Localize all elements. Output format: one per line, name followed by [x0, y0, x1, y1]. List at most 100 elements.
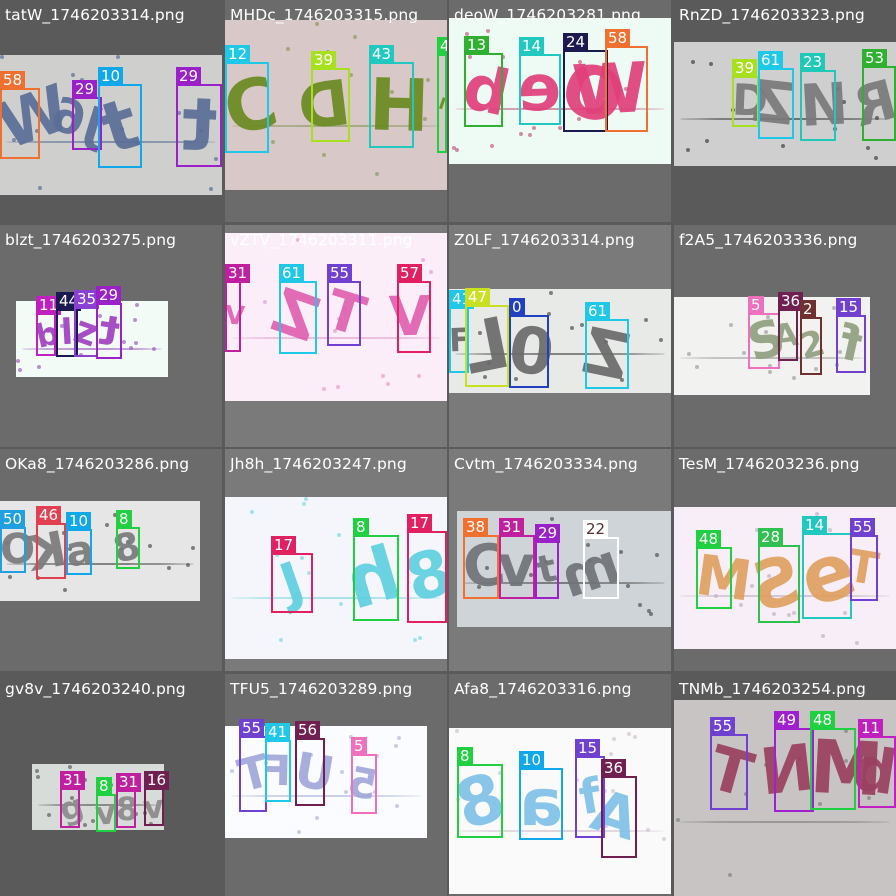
noise-dot — [381, 374, 385, 378]
noise-dot — [483, 375, 487, 379]
tile-filename: deoW_1746203281.png — [454, 6, 641, 24]
noise-dot — [836, 87, 840, 91]
noise-dot — [624, 87, 628, 91]
class-label: 31 — [499, 518, 525, 537]
detection-box: 17 — [407, 514, 447, 623]
noise-dot — [725, 575, 729, 579]
detection-box: 39 — [732, 59, 759, 127]
noise-dot — [781, 144, 785, 148]
detection-box: 31 — [116, 773, 142, 828]
class-label: 39 — [311, 51, 337, 70]
class-label: 36 — [778, 292, 804, 311]
captcha-tile[interactable]: F L 0 Z Z0LF_1746203314.png 41 47 0 61 — [449, 225, 671, 447]
captcha-tile[interactable]: W J6 t t tatW_1746203314.png 58 29 10 29 — [0, 0, 222, 222]
noise-line — [680, 595, 890, 597]
class-label: 8 — [96, 777, 112, 796]
noise-line — [680, 118, 890, 120]
noise-dot — [728, 873, 732, 877]
class-label: 29 — [535, 524, 561, 543]
captcha-tile[interactable]: S A 2 f f2A5_1746203336.png 5 36 2 15 — [674, 225, 896, 447]
noise-dot — [577, 117, 581, 121]
noise-dot — [315, 22, 319, 26]
noise-dot — [514, 377, 518, 381]
noise-dot — [339, 602, 343, 606]
tile-filename: Cvtm_1746203334.png — [454, 455, 638, 473]
captcha-tile[interactable]: D Z N R RnZD_1746203323.png 39 61 23 53 — [674, 0, 896, 222]
tile-filename: gv8v_1746203240.png — [5, 680, 186, 698]
noise-dot — [874, 156, 878, 160]
class-label: 5 — [748, 296, 764, 315]
tile-filename: blzt_1746203275.png — [5, 231, 177, 249]
captcha-tile[interactable]: g v 8 v gv8v_1746203240.png 31 8 31 16 — [0, 674, 222, 896]
captcha-tile[interactable]: b l z t blzt_1746203275.png 11 44 35 29 — [0, 225, 222, 447]
detection-box: 31 — [60, 771, 86, 828]
tile-filename: OKa8_1746203286.png — [5, 455, 190, 473]
detection-box: 5 — [351, 737, 377, 814]
noise-dot — [302, 502, 306, 506]
noise-dot — [122, 340, 126, 344]
noise-line — [680, 821, 890, 823]
tile-filename: TNMb_1746203254.png — [679, 680, 866, 698]
noise-dot — [547, 312, 551, 316]
class-label: 58 — [605, 29, 631, 48]
noise-dot — [787, 613, 791, 617]
noise-dot — [575, 778, 579, 782]
class-label: 8 — [457, 747, 473, 766]
noise-dot — [578, 60, 582, 64]
noise-dot — [135, 303, 139, 307]
detection-box: 10 — [66, 512, 92, 575]
noise-dot — [271, 140, 275, 144]
class-label: 36 — [601, 759, 627, 778]
noise-dot — [764, 763, 768, 767]
noise-dot — [35, 129, 39, 133]
detection-box: 61 — [585, 302, 629, 389]
noise-dot — [767, 574, 771, 578]
class-label: 28 — [758, 528, 784, 547]
class-label: 58 — [0, 71, 26, 90]
class-label: 17 — [407, 514, 433, 533]
detection-box: 57 — [397, 264, 431, 353]
noise-dot — [792, 376, 796, 380]
detection-box: 10 — [98, 67, 142, 168]
noise-dot — [549, 291, 553, 295]
noise-dot — [230, 769, 234, 773]
noise-dot — [46, 329, 50, 333]
class-label: 31 — [225, 264, 251, 283]
noise-dot — [855, 641, 859, 645]
noise-dot — [35, 769, 39, 773]
noise-dot — [792, 611, 796, 615]
class-label: 29 — [96, 286, 122, 305]
noise-dot — [116, 55, 120, 59]
detection-box: 61 — [758, 51, 794, 139]
captcha-tile[interactable]: T F U 5 TFU5_1746203289.png 55 41 56 5 — [225, 674, 447, 896]
class-label: 43 — [369, 45, 395, 64]
noise-dot — [611, 789, 615, 793]
noise-dot — [478, 331, 482, 335]
class-label: 55 — [327, 264, 353, 283]
class-label: 38 — [463, 518, 489, 537]
noise-dot — [772, 612, 776, 616]
class-label: 53 — [862, 49, 888, 68]
class-label: 14 — [519, 37, 545, 56]
detection-box: 39 — [311, 51, 350, 142]
noise-dot — [12, 138, 16, 142]
noise-dot — [119, 547, 123, 551]
noise-dot — [395, 804, 399, 808]
noise-dot — [705, 139, 709, 143]
noise-dot — [638, 603, 642, 607]
captcha-tile[interactable]: 8 a f A Afa8_1746203316.png 8 10 15 36 — [449, 674, 671, 896]
detection-box: 36 — [601, 759, 637, 858]
noise-dot — [588, 559, 592, 563]
noise-dot — [604, 824, 608, 828]
noise-dot — [842, 100, 846, 104]
noise-dot — [766, 315, 770, 319]
noise-dot — [477, 585, 481, 589]
